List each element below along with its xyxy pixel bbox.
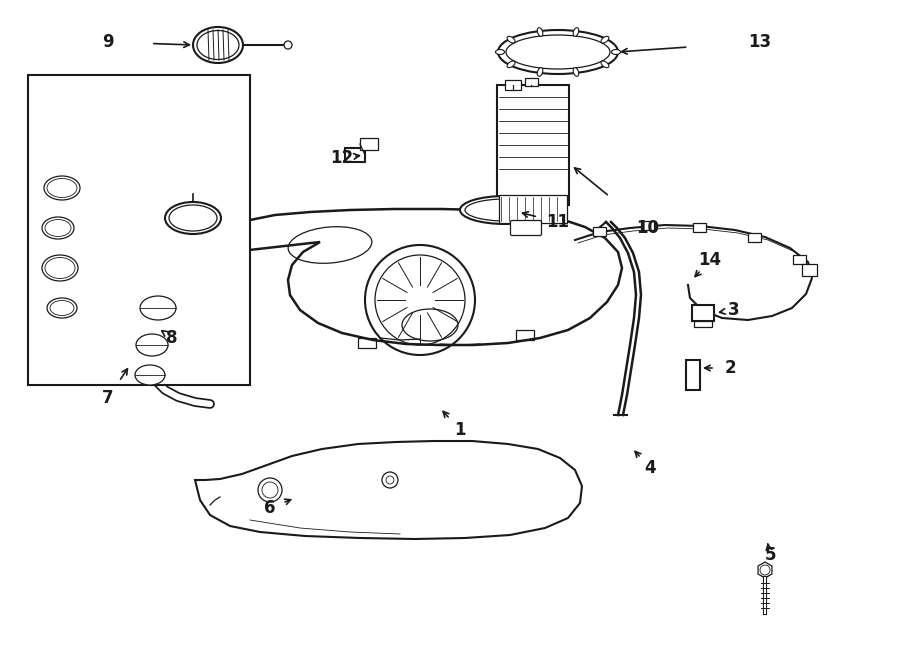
Bar — [641, 221, 654, 230]
Bar — [360, 138, 378, 150]
Bar — [499, 195, 567, 223]
Bar — [802, 264, 817, 276]
Bar — [692, 305, 714, 321]
Polygon shape — [195, 441, 582, 539]
Bar — [593, 227, 606, 236]
Ellipse shape — [573, 68, 579, 76]
Ellipse shape — [165, 202, 221, 234]
Bar — [505, 80, 521, 90]
Bar — [516, 330, 534, 340]
Ellipse shape — [601, 61, 608, 68]
Text: 2: 2 — [724, 359, 736, 377]
Circle shape — [258, 478, 282, 502]
Bar — [693, 223, 706, 232]
Ellipse shape — [508, 36, 515, 43]
Text: 9: 9 — [103, 33, 113, 51]
Ellipse shape — [136, 334, 168, 356]
Ellipse shape — [508, 61, 515, 68]
Text: 6: 6 — [265, 499, 275, 517]
Ellipse shape — [496, 50, 505, 54]
Ellipse shape — [42, 255, 78, 281]
Circle shape — [382, 472, 398, 488]
Ellipse shape — [42, 217, 74, 239]
Text: 11: 11 — [546, 213, 570, 231]
Text: 5: 5 — [764, 546, 776, 564]
Ellipse shape — [573, 28, 579, 36]
FancyBboxPatch shape — [510, 220, 542, 236]
Bar — [358, 338, 376, 348]
Ellipse shape — [193, 27, 243, 63]
Bar — [525, 78, 538, 86]
Bar — [686, 360, 700, 390]
Text: 10: 10 — [636, 219, 660, 237]
Text: 8: 8 — [166, 329, 178, 347]
Text: 7: 7 — [103, 389, 113, 407]
Bar — [793, 255, 806, 264]
Ellipse shape — [537, 28, 543, 36]
Ellipse shape — [601, 36, 608, 43]
Text: 12: 12 — [330, 149, 354, 167]
Text: 1: 1 — [454, 421, 466, 439]
Polygon shape — [205, 209, 622, 345]
Ellipse shape — [47, 298, 77, 318]
Bar — [28, 75, 250, 385]
Ellipse shape — [140, 296, 176, 320]
Ellipse shape — [611, 50, 620, 54]
Bar — [345, 148, 365, 162]
Circle shape — [284, 41, 292, 49]
Text: 3: 3 — [728, 301, 740, 319]
Ellipse shape — [460, 196, 550, 224]
Polygon shape — [758, 562, 772, 578]
Ellipse shape — [44, 176, 80, 200]
Bar — [748, 233, 761, 242]
Ellipse shape — [135, 365, 165, 385]
Text: 4: 4 — [644, 459, 656, 477]
Ellipse shape — [537, 68, 543, 76]
Bar — [497, 85, 569, 205]
Bar — [694, 321, 712, 327]
Text: 14: 14 — [698, 251, 722, 269]
Ellipse shape — [498, 30, 618, 74]
Text: 13: 13 — [749, 33, 771, 51]
